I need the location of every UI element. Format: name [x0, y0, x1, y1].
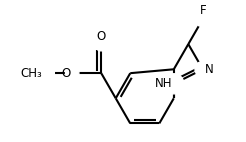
Text: NH: NH — [155, 77, 173, 90]
Circle shape — [94, 37, 108, 51]
Circle shape — [195, 11, 211, 27]
Text: O: O — [62, 67, 71, 80]
Text: CH₃: CH₃ — [20, 67, 42, 80]
Text: N: N — [205, 63, 213, 76]
Text: O: O — [97, 30, 106, 43]
Circle shape — [65, 66, 79, 80]
Circle shape — [164, 74, 184, 94]
Text: F: F — [200, 4, 206, 17]
Circle shape — [195, 61, 211, 77]
Circle shape — [32, 62, 54, 84]
